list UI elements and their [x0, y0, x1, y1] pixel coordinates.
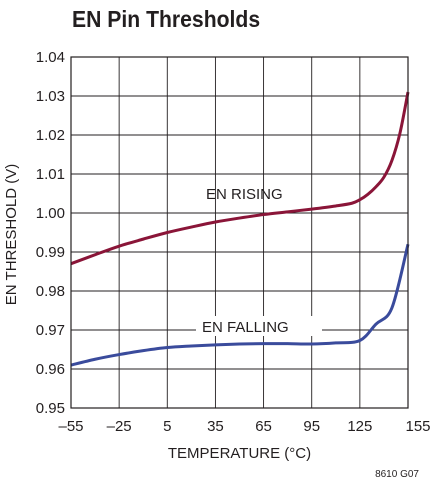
- plot-frame: [70, 56, 409, 409]
- x-axis-label: TEMPERATURE (°C): [168, 445, 311, 462]
- y-tick-label: 1.04: [36, 49, 65, 66]
- x-tick-labels: –55 –25 5 35 65 95 125 155: [58, 418, 430, 435]
- series-lines: [70, 91, 410, 367]
- y-tick-label: 0.97: [36, 322, 65, 339]
- series-labels: EN RISING EN FALLING: [196, 186, 322, 336]
- y-tick-label: 1.00: [36, 205, 65, 222]
- y-tick-labels: 0.95 0.96 0.97 0.98 0.99 1.00 1.01 1.02 1.03 1.04: [36, 49, 65, 417]
- x-tick-label: 65: [255, 418, 272, 435]
- x-tick-label: –55: [58, 418, 83, 435]
- x-tick-label: 95: [303, 418, 320, 435]
- x-tick-label: 125: [347, 418, 372, 435]
- series-line-en-falling: [70, 243, 410, 367]
- y-tick-label: 1.03: [36, 88, 65, 105]
- y-tick-label: 0.95: [36, 400, 65, 417]
- y-tick-label: 1.02: [36, 127, 65, 144]
- y-axis-label: EN THRESHOLD (V): [3, 164, 20, 305]
- x-tick-label: 155: [405, 418, 430, 435]
- falling-label-background: [196, 316, 322, 336]
- series-line-en-rising: [70, 91, 410, 266]
- x-tick-label: –25: [107, 418, 132, 435]
- y-tick-label: 0.99: [36, 244, 65, 261]
- y-tick-label: 0.96: [36, 361, 65, 378]
- y-tick-label: 0.98: [36, 283, 65, 300]
- figure-id: 8610 G07: [375, 469, 419, 480]
- series-label-en-rising: EN RISING: [206, 186, 283, 203]
- x-tick-label: 5: [163, 418, 171, 435]
- x-tick-label: 35: [207, 418, 224, 435]
- chart-title: EN Pin Thresholds: [72, 6, 261, 32]
- y-tick-label: 1.01: [36, 166, 65, 183]
- series-label-en-falling: EN FALLING: [202, 319, 289, 336]
